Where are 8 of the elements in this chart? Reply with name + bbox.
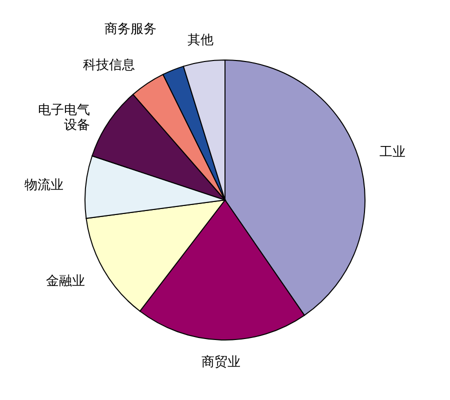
slice-label: 金融业 <box>46 274 85 290</box>
slice-label: 电子电气设备 <box>38 103 90 134</box>
slice-label: 物流业 <box>24 176 64 193</box>
slice-label: 商贸业 <box>201 354 240 370</box>
slice-label: 工业 <box>380 144 406 160</box>
slice-label: 其他 <box>188 32 214 48</box>
slice-label: 科技信息 <box>83 58 136 74</box>
slice-label: 商务服务 <box>104 22 157 38</box>
